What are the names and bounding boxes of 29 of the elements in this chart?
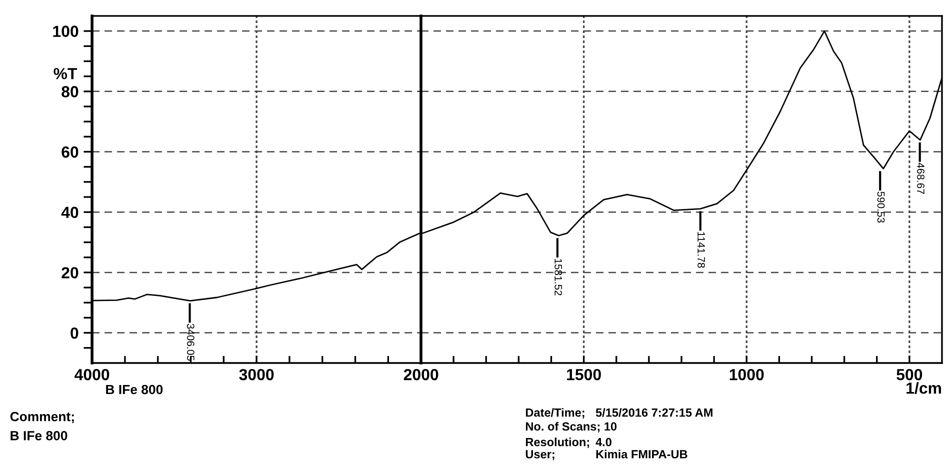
y-tick-label: 80 (62, 86, 78, 98)
text: 4.0 (596, 438, 612, 446)
y-tick-label: 60 (62, 146, 78, 158)
text: Kimia FMIPA-UB (596, 450, 688, 458)
text: B IFe 800 (10, 431, 68, 440)
y-tick-label: 0 (70, 327, 78, 339)
annotation: 468.67 (917, 162, 924, 194)
y-tick-label: 20 (62, 267, 78, 278)
text: Resolution; (526, 438, 589, 448)
x-axis-title: 1/cm (906, 382, 941, 394)
text: B IFe 800 (106, 384, 163, 394)
x-tick-label: 1000 (730, 368, 764, 380)
y-tick-label: 100 (53, 26, 78, 37)
text: Date/Time; (526, 408, 584, 418)
annotation: 590.53 (877, 192, 885, 223)
x-tick-label: 4000 (74, 368, 110, 380)
text: User; (526, 450, 554, 460)
annotation: 3406.05 (186, 324, 194, 361)
y-axis-title: %T (54, 68, 78, 80)
text: 5/15/2016 7:27:15 AM (596, 408, 712, 417)
x-tick-label: 500 (896, 368, 922, 380)
text: No. of Scans; 10 (526, 422, 617, 432)
annotation: 1141.78 (698, 232, 705, 268)
x-tick-label: 3000 (239, 368, 274, 380)
text: Comment; (10, 412, 74, 424)
x-tick-label: 1500 (567, 368, 601, 380)
y-tick-label: 40 (61, 206, 78, 218)
annotation: 1581.52 (554, 258, 562, 296)
x-tick-label: 2000 (404, 368, 438, 380)
